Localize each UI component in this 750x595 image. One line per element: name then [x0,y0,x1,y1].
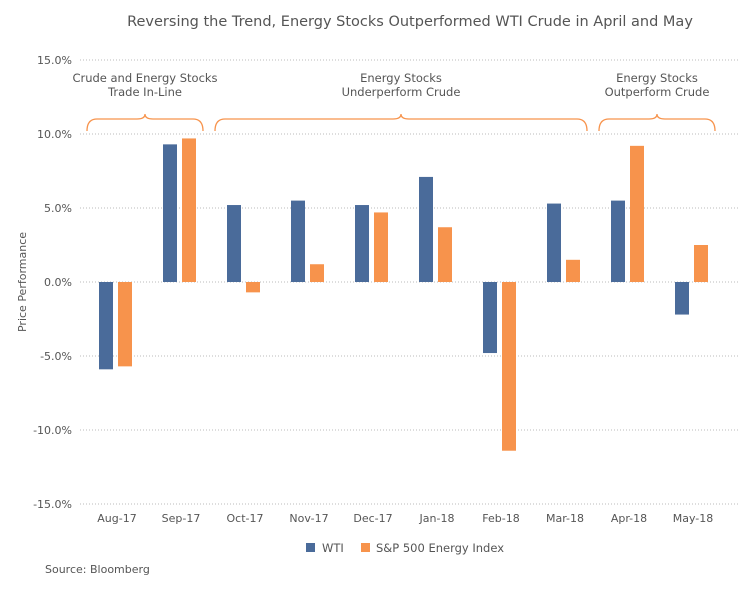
x-tick-label: Apr-18 [611,512,647,525]
bar-sp500-energy [566,259,580,282]
bar-sp500-energy [310,264,324,282]
bar-wti [163,144,177,282]
bar-wti [483,282,497,354]
bar-sp500-energy [502,282,516,451]
annotation-brace [598,113,716,132]
legend-label-sp500-energy: S&P 500 Energy Index [376,541,504,555]
y-tick-label: -10.0% [33,424,72,437]
bar-sp500-energy [182,138,196,282]
y-tick-label: 10.0% [37,128,72,141]
annotation-brace [86,113,204,132]
x-tick-label: Feb-18 [482,512,519,525]
legend-swatch-wti [306,543,315,552]
x-tick-label: May-18 [673,512,714,525]
bar-sp500-energy [118,282,132,367]
y-tick-label: 15.0% [37,54,72,67]
x-tick-label: Mar-18 [546,512,584,525]
bar-wti [291,200,305,282]
bar-sp500-energy [374,212,388,282]
bar-wti [675,282,689,315]
bar-sp500-energy [630,145,644,282]
x-tick-label: Oct-17 [227,512,264,525]
legend-swatch-sp500-energy [361,543,370,552]
annotation-text: Underperform Crude [342,85,461,99]
annotation-text: Energy Stocks [616,71,698,85]
y-tick-label: -5.0% [40,350,72,363]
annotation-brace [214,113,588,132]
bar-sp500-energy [438,227,452,282]
source-note: Source: Bloomberg [45,563,150,576]
x-tick-label: Dec-17 [353,512,392,525]
bar-wti [547,203,561,282]
chart-title: Reversing the Trend, Energy Stocks Outpe… [127,14,693,30]
y-tick-label: 0.0% [44,276,72,289]
y-axis-label: Price Performance [16,232,29,332]
bar-wti [419,176,433,282]
legend-label-wti: WTI [322,541,344,555]
bar-wti [227,205,241,282]
annotation-text: Energy Stocks [360,71,442,85]
annotation-text: Outperform Crude [605,85,710,99]
y-tick-label: 5.0% [44,202,72,215]
x-tick-label: Sep-17 [162,512,201,525]
bar-wti [355,205,369,282]
annotation-text: Crude and Energy Stocks [72,71,217,85]
bar-sp500-energy [694,245,708,282]
y-tick-label: -15.0% [33,498,72,511]
bar-wti [99,282,113,370]
x-tick-label: Aug-17 [97,512,136,525]
bar-sp500-energy [246,282,260,293]
annotation-text: Trade In-Line [107,85,182,99]
x-tick-label: Nov-17 [289,512,328,525]
x-tick-label: Jan-18 [419,512,455,525]
bar-wti [611,200,625,282]
